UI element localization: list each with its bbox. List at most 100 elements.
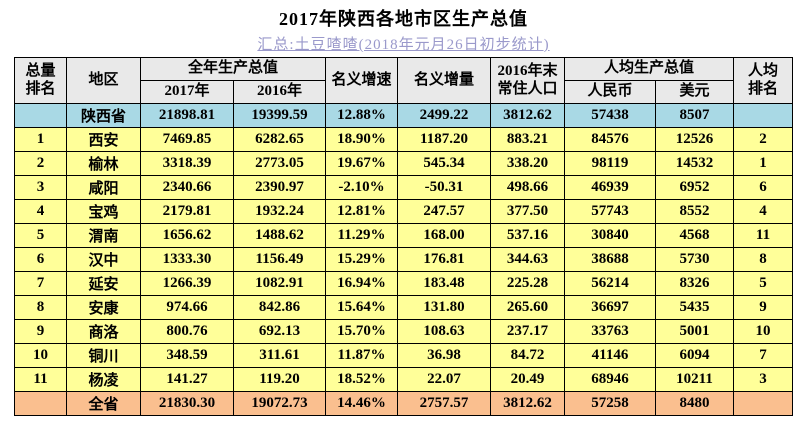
cell-rank: 1	[14, 127, 67, 152]
cell-region: 全省	[66, 391, 141, 416]
cell-region: 杨凌	[66, 367, 141, 392]
cell-usd: 5001	[655, 319, 734, 344]
cell-population: 265.60	[490, 295, 565, 320]
cell-delta: 36.98	[397, 343, 491, 368]
cell-usd: 8480	[655, 391, 734, 416]
cell-gdp2017: 2340.66	[140, 175, 234, 200]
cell-growth: 12.81%	[325, 199, 398, 224]
header-2016: 2016年	[233, 80, 326, 104]
cell-delta: 108.63	[397, 319, 491, 344]
cell-growth: 15.70%	[325, 319, 398, 344]
header-region: 地区	[66, 57, 141, 104]
cell-delta: 131.80	[397, 295, 491, 320]
cell-rmb: 46939	[564, 175, 656, 200]
cell-rmb: 57258	[564, 391, 656, 416]
cell-rank: 7	[14, 271, 67, 296]
table-row: 2 榆林 3318.39 2773.05 19.67% 545.34 338.20 98119…	[14, 151, 793, 176]
cell-gdp2016: 1488.62	[233, 223, 326, 248]
header-rmb: 人民币	[564, 80, 656, 104]
cell-delta: 168.00	[397, 223, 491, 248]
table-row: 5 渭南 1656.62 1488.62 11.29% 168.00 537.16 30840…	[14, 223, 793, 248]
cell-pc_rank: 4	[733, 199, 793, 224]
cell-pc_rank: 8	[733, 247, 793, 272]
cell-rmb: 33763	[564, 319, 656, 344]
cell-growth: 15.29%	[325, 247, 398, 272]
header-2017: 2017年	[140, 80, 234, 104]
cell-pc_rank: 7	[733, 343, 793, 368]
cell-rank	[14, 391, 67, 416]
table-row: 11 杨凌 141.27 119.20 18.52% 22.07 20.49 68946 102…	[14, 367, 793, 392]
cell-delta: 183.48	[397, 271, 491, 296]
cell-rmb: 36697	[564, 295, 656, 320]
cell-usd: 8507	[655, 103, 734, 128]
cell-gdp2017: 800.76	[140, 319, 234, 344]
cell-region: 渭南	[66, 223, 141, 248]
cell-region: 陕西省	[66, 103, 141, 128]
cell-gdp2017: 7469.85	[140, 127, 234, 152]
cell-gdp2016: 842.86	[233, 295, 326, 320]
cell-rank: 8	[14, 295, 67, 320]
cell-population: 3812.62	[490, 103, 565, 128]
cell-rmb: 30840	[564, 223, 656, 248]
cell-region: 延安	[66, 271, 141, 296]
cell-growth: 11.87%	[325, 343, 398, 368]
cell-population: 377.50	[490, 199, 565, 224]
cell-pc_rank: 11	[733, 223, 793, 248]
cell-rank: 3	[14, 175, 67, 200]
header-total-rank: 总量 排名	[14, 57, 67, 104]
cell-region: 宝鸡	[66, 199, 141, 224]
cell-gdp2016: 2390.97	[233, 175, 326, 200]
cell-gdp2017: 3318.39	[140, 151, 234, 176]
cell-usd: 6952	[655, 175, 734, 200]
table-row: 4 宝鸡 2179.81 1932.24 12.81% 247.57 377.50 57743…	[14, 199, 793, 224]
cell-gdp2016: 1156.49	[233, 247, 326, 272]
header-population: 2016年末 常住人口	[490, 57, 565, 104]
cell-rmb: 57438	[564, 103, 656, 128]
cell-population: 537.16	[490, 223, 565, 248]
cell-pc_rank: 10	[733, 319, 793, 344]
cell-rank: 9	[14, 319, 67, 344]
cell-gdp2016: 311.61	[233, 343, 326, 368]
cell-population: 237.17	[490, 319, 565, 344]
table-row: 全省 21830.30 19072.73 14.46% 2757.57 3812.62 57…	[14, 391, 793, 416]
cell-growth: 16.94%	[325, 271, 398, 296]
cell-growth: 18.90%	[325, 127, 398, 152]
cell-rmb: 38688	[564, 247, 656, 272]
cell-population: 84.72	[490, 343, 565, 368]
header-per-capita-rank: 人均 排名	[733, 57, 793, 104]
cell-growth: 11.29%	[325, 223, 398, 248]
cell-gdp2017: 974.66	[140, 295, 234, 320]
table-row: 陕西省 21898.81 19399.59 12.88% 2499.22 3812.62 5…	[14, 103, 793, 128]
table-body: 陕西省 21898.81 19399.59 12.88% 2499.22 3812.62 5…	[14, 103, 793, 416]
cell-delta: 247.57	[397, 199, 491, 224]
cell-rank	[14, 103, 67, 128]
cell-region: 西安	[66, 127, 141, 152]
cell-pc_rank: 3	[733, 367, 793, 392]
cell-gdp2016: 6282.65	[233, 127, 326, 152]
cell-pc_rank	[733, 103, 793, 128]
cell-population: 225.28	[490, 271, 565, 296]
cell-gdp2016: 19399.59	[233, 103, 326, 128]
table-row: 10 铜川 348.59 311.61 11.87% 36.98 84.72 41146 609…	[14, 343, 793, 368]
cell-rmb: 84576	[564, 127, 656, 152]
cell-pc_rank	[733, 391, 793, 416]
cell-pc_rank: 1	[733, 151, 793, 176]
cell-population: 20.49	[490, 367, 565, 392]
cell-gdp2017: 1266.39	[140, 271, 234, 296]
header-per-capita-gdp: 人均生产总值	[564, 57, 734, 81]
cell-delta: -50.31	[397, 175, 491, 200]
page-title: 2017年陕西各地市区生产总值	[279, 9, 528, 29]
header-row-2: 2017年 2016年 人民币 美元	[15, 80, 793, 104]
cell-pc_rank: 5	[733, 271, 793, 296]
cell-rank: 6	[14, 247, 67, 272]
cell-gdp2017: 348.59	[140, 343, 234, 368]
cell-gdp2016: 119.20	[233, 367, 326, 392]
header-nominal-growth: 名义增速	[325, 57, 398, 104]
cell-rmb: 41146	[564, 343, 656, 368]
cell-delta: 2499.22	[397, 103, 491, 128]
cell-usd: 14532	[655, 151, 734, 176]
cell-gdp2016: 2773.05	[233, 151, 326, 176]
cell-pc_rank: 9	[733, 295, 793, 320]
cell-gdp2016: 1932.24	[233, 199, 326, 224]
header-row-1: 总量 排名 地区 全年生产总值 名义增速 名义增量 2016年末 常住人口 人均…	[14, 57, 793, 104]
